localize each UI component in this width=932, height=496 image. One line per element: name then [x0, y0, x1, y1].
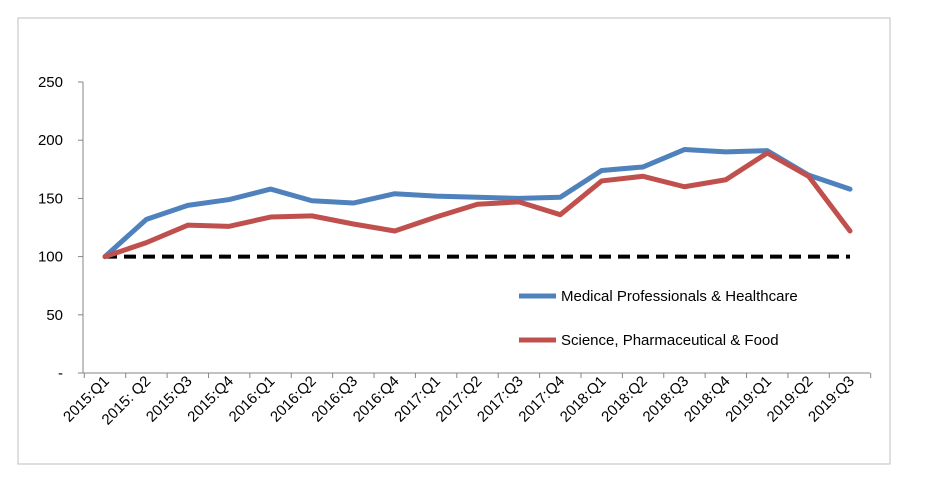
series-line-2 — [102, 150, 853, 260]
x-tick-label: 2019:Q3 — [805, 373, 858, 426]
legend-label-2: Science, Pharmaceutical & Food — [561, 332, 779, 349]
series-lines — [102, 147, 853, 260]
y-tick-label: 250 — [38, 74, 63, 91]
legend: Medical Professionals & Healthcare Scienc… — [519, 288, 798, 349]
y-tick-label: 150 — [38, 190, 63, 207]
series-line-1 — [102, 147, 853, 260]
y-tick-label: 200 — [38, 132, 63, 149]
y-tick-label: 50 — [46, 307, 63, 324]
y-tick-label: - — [58, 365, 63, 382]
legend-label-1: Medical Professionals & Healthcare — [561, 288, 798, 305]
chart-border — [17, 17, 891, 465]
y-tick-label: 100 — [38, 249, 63, 266]
